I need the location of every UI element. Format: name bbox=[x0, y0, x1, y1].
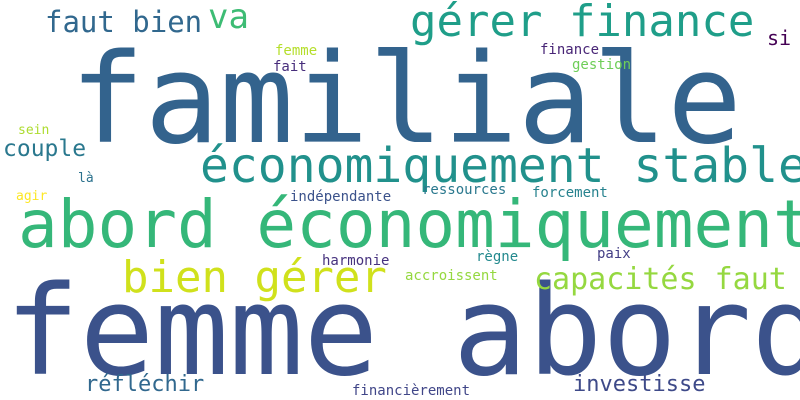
word-forcement: forcement bbox=[532, 185, 608, 201]
word-fait: fait bbox=[273, 59, 307, 75]
word-sein: sein bbox=[18, 123, 50, 138]
word-regne: règne bbox=[476, 249, 519, 265]
word-bien-gerer: bien gérer bbox=[122, 252, 387, 303]
word-agir: agir bbox=[16, 189, 48, 204]
word-familiale: familiale bbox=[70, 28, 742, 172]
word-gestion: gestion bbox=[572, 57, 632, 73]
word-capacites-faut: capacités faut bbox=[534, 262, 787, 297]
word-harmonie: harmonie bbox=[322, 253, 390, 269]
word-financierement: financièrement bbox=[352, 383, 471, 399]
word-economiquement-stable: économiquement stable bbox=[200, 138, 800, 194]
word-independante: indépendante bbox=[290, 189, 392, 205]
word-faut-bien: faut bien bbox=[45, 5, 203, 39]
word-ressources: ressources bbox=[422, 182, 507, 198]
word-femme-abord: femme abord bbox=[5, 260, 800, 400]
word-couple: couple bbox=[3, 136, 87, 162]
word-abord-economiquement: abord économiquement bbox=[18, 186, 800, 263]
word-paix: paix bbox=[597, 246, 631, 262]
word-gerer-finance: gérer finance bbox=[410, 0, 755, 47]
word-si: si bbox=[767, 26, 792, 50]
word-femme-small: femme bbox=[275, 43, 318, 59]
word-reflechir: réfléchir bbox=[85, 372, 205, 397]
word-investisse: investisse bbox=[573, 372, 706, 397]
word-accroissent: accroissent bbox=[405, 268, 498, 284]
word-finance: finance bbox=[540, 42, 600, 58]
word-la: là bbox=[78, 171, 94, 186]
word-va: va bbox=[208, 0, 249, 37]
